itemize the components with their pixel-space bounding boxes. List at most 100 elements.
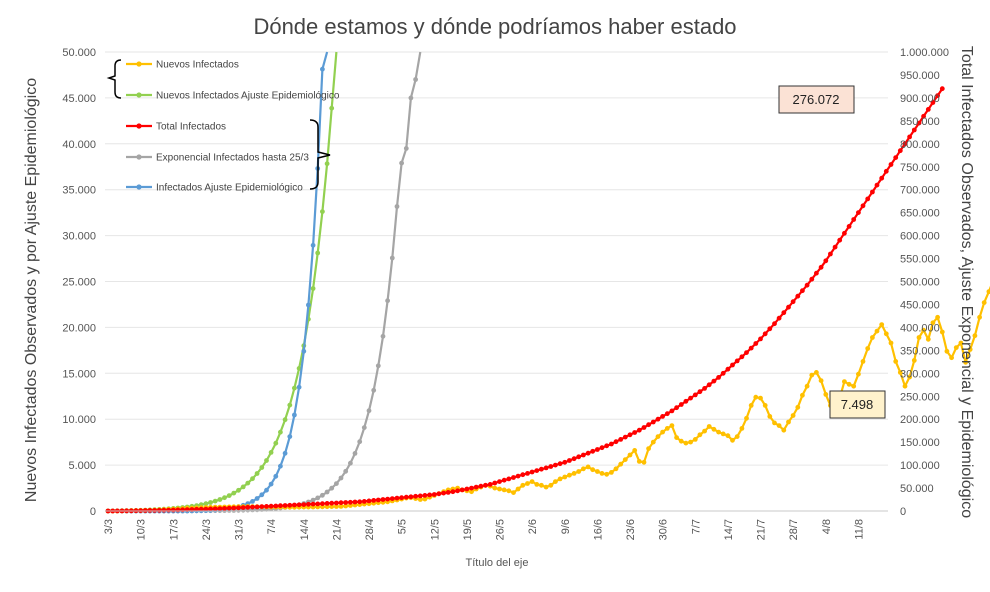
data-point — [315, 250, 321, 256]
legend-swatch-marker — [136, 184, 142, 190]
x-tick-label: 28/7 — [788, 519, 800, 540]
data-point — [650, 439, 656, 445]
data-point — [888, 340, 894, 346]
data-point — [581, 452, 586, 458]
data-point — [553, 462, 558, 468]
data-point — [921, 327, 926, 333]
data-point — [944, 348, 950, 354]
data-point — [604, 443, 610, 449]
data-point — [478, 483, 484, 489]
data-point — [865, 196, 871, 202]
right-tick-label: 200.000 — [900, 414, 940, 426]
data-point — [250, 476, 255, 482]
data-point — [306, 302, 311, 308]
left-axis-ticks: 0 5.000 10.000 15.000 20.000 25.000 30.000 35.0… — [62, 47, 96, 518]
data-point — [585, 450, 591, 456]
x-tick-label: 7/7 — [690, 519, 702, 534]
data-point — [767, 326, 773, 332]
data-point — [883, 331, 889, 337]
right-tick-label: 500.000 — [900, 277, 940, 289]
data-point — [417, 497, 423, 502]
data-point — [226, 493, 232, 498]
x-tick-label: 12/5 — [429, 519, 441, 540]
data-point — [636, 459, 642, 464]
data-point — [734, 358, 740, 364]
data-point — [678, 402, 684, 407]
data-point — [823, 258, 829, 264]
legend-label: Infectados Ajuste Epidemiológico — [156, 183, 303, 194]
data-point — [720, 431, 726, 437]
data-point — [567, 472, 572, 478]
data-point — [222, 506, 227, 511]
data-point — [832, 244, 838, 250]
data-point — [310, 286, 316, 291]
x-tick-label: 26/5 — [495, 519, 507, 540]
data-point — [403, 146, 409, 151]
data-point — [525, 481, 530, 486]
right-tick-label: 400.000 — [900, 322, 940, 334]
data-point — [529, 469, 535, 475]
left-tick-label: 0 — [90, 506, 96, 518]
data-point — [576, 469, 582, 474]
x-tick-label: 30/6 — [658, 519, 670, 540]
legend: Nuevos Infectados Nuevos Infectados Ajust… — [126, 60, 340, 194]
right-axis-ticks: 0 50.000 100.000 150.000 200.000 250.000 300.0… — [900, 47, 949, 518]
data-point — [371, 498, 377, 503]
data-point — [781, 427, 787, 433]
bracket-left-axis — [106, 59, 122, 99]
data-point — [329, 504, 335, 509]
data-point — [758, 395, 763, 401]
data-point — [711, 426, 717, 432]
data-point — [203, 506, 209, 512]
data-point — [748, 403, 754, 408]
data-point — [823, 392, 829, 397]
data-point — [664, 411, 670, 417]
data-point — [338, 500, 344, 506]
data-point — [292, 385, 297, 391]
annotations: 276.072 7.498 — [778, 85, 886, 419]
data-point — [576, 454, 582, 460]
data-point — [697, 432, 703, 438]
data-point — [599, 445, 605, 451]
right-tick-label: 950.000 — [900, 70, 940, 82]
data-point — [893, 155, 899, 161]
data-point — [646, 422, 651, 428]
data-point — [240, 484, 246, 490]
data-point — [343, 503, 349, 509]
data-point — [734, 434, 740, 439]
right-tick-label: 1.000.000 — [900, 47, 949, 59]
data-point — [222, 495, 227, 501]
data-point — [441, 490, 446, 496]
data-point — [758, 336, 763, 342]
data-point — [609, 470, 614, 475]
right-tick-label: 250.000 — [900, 391, 940, 403]
right-tick-label: 150.000 — [900, 437, 940, 449]
data-point — [310, 501, 316, 507]
data-point — [217, 506, 223, 511]
data-point — [776, 315, 782, 321]
x-tick-label: 17/3 — [168, 519, 180, 540]
data-point — [473, 484, 479, 490]
data-point — [660, 414, 665, 419]
data-point — [977, 314, 982, 320]
data-point — [856, 210, 861, 216]
data-point — [534, 482, 540, 487]
series-layer — [105, 51, 990, 514]
data-point — [436, 491, 442, 497]
data-point — [152, 508, 158, 513]
data-point — [543, 484, 549, 490]
data-point — [403, 494, 409, 500]
right-tick-label: 800.000 — [900, 139, 940, 151]
data-point — [571, 456, 577, 462]
data-point — [348, 460, 353, 466]
data-point — [348, 499, 353, 505]
data-point — [264, 504, 269, 509]
left-tick-label: 15.000 — [62, 368, 96, 380]
data-point — [352, 451, 358, 456]
data-point — [622, 434, 628, 440]
data-point — [776, 423, 782, 428]
data-point — [292, 502, 297, 508]
data-point — [902, 383, 908, 389]
data-point — [739, 354, 745, 360]
data-point — [939, 329, 945, 335]
